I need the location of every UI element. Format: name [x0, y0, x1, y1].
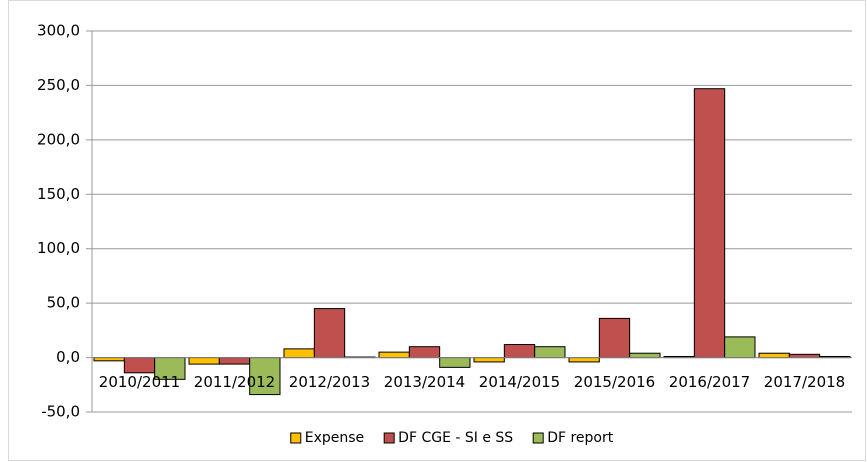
bar: [629, 352, 661, 359]
x-tick-label: 2016/2017: [669, 373, 750, 391]
bar: [473, 357, 505, 363]
bar: [218, 357, 251, 365]
bar: [439, 357, 471, 368]
bar: [598, 317, 631, 359]
legend-swatch: [290, 432, 302, 444]
legend-swatch: [532, 432, 544, 444]
y-tick-label: -50,0: [41, 403, 80, 421]
x-tick-label: 2013/2014: [384, 373, 465, 391]
bar: [188, 357, 220, 365]
bar: [378, 351, 410, 359]
y-tick-label: 250,0: [37, 76, 80, 94]
bar: [503, 344, 536, 359]
legend-label: Expense: [305, 430, 364, 446]
bar: [408, 346, 441, 359]
y-tick-label: 300,0: [37, 22, 80, 40]
x-tick-label: 2012/2013: [289, 373, 370, 391]
bar: [534, 346, 566, 359]
bar: [758, 352, 790, 359]
legend-swatch: [383, 432, 395, 444]
x-tick-label: 2017/2018: [764, 373, 845, 391]
x-tick-label: 2011/2012: [194, 373, 275, 391]
x-tick-label: 2015/2016: [574, 373, 655, 391]
bar: [724, 336, 756, 359]
bar: [693, 88, 726, 359]
y-tick-label: 200,0: [37, 130, 80, 148]
y-tick-label: 100,0: [37, 239, 80, 257]
legend-label: DF report: [547, 430, 614, 446]
bar: [568, 357, 600, 363]
y-tick-label: 150,0: [37, 185, 80, 203]
bar: [283, 348, 315, 359]
legend-label: DF CGE - SI e SS: [398, 430, 513, 446]
bar: [123, 357, 156, 374]
bar: [313, 308, 346, 359]
x-tick-label: 2010/2011: [99, 373, 180, 391]
x-tick-label: 2014/2015: [479, 373, 560, 391]
y-tick-label: 0,0: [56, 348, 80, 366]
y-tick-label: 50,0: [47, 294, 80, 312]
chart-border: [8, 0, 866, 461]
